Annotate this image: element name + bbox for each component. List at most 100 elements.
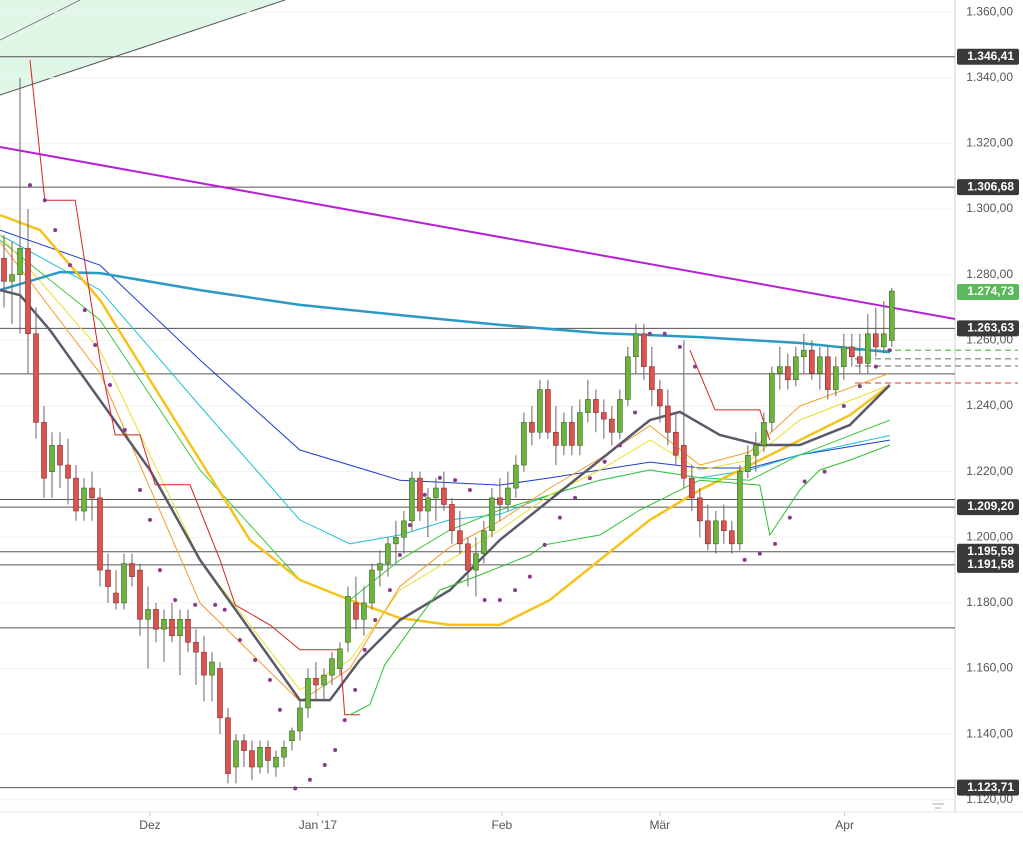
sar-dot (107, 382, 112, 387)
candle-body (785, 366, 791, 381)
candle-body (337, 648, 343, 669)
candle-body (649, 366, 655, 390)
sar-dot (467, 488, 472, 493)
candle-body (457, 530, 463, 545)
candle-body (609, 418, 615, 433)
sar-dot (362, 647, 367, 652)
candle-body (865, 333, 871, 364)
y-tick-label: 1.300,00 (966, 201, 1013, 215)
candle-body (225, 717, 231, 774)
sar-dot (122, 427, 127, 432)
candle-body (689, 477, 695, 499)
price-label-box (957, 179, 1019, 196)
candle-body (153, 609, 159, 630)
candle-body (513, 464, 519, 489)
sar-dot (27, 183, 32, 188)
y-tick-label: 1.280,00 (966, 267, 1013, 281)
price-label: 1.195,59 (967, 544, 1014, 558)
price-label: 1.306,68 (967, 179, 1014, 193)
candle-body (753, 445, 759, 456)
indicator-line (29, 60, 360, 716)
candle-body (561, 422, 567, 446)
candle-body (633, 333, 639, 358)
y-tick-label: 1.200,00 (966, 529, 1013, 543)
candle-body (793, 356, 799, 381)
candle-body (65, 464, 71, 479)
sar-dot (841, 403, 846, 408)
candle-body (273, 756, 279, 768)
sar-dot (802, 479, 807, 484)
price-label: 1.123,71 (967, 780, 1014, 794)
candle-body (209, 661, 215, 676)
candle-body (841, 346, 847, 367)
candle-body (849, 346, 855, 358)
sar-dot (437, 475, 442, 480)
candle-body (705, 520, 711, 545)
candle-body (321, 674, 327, 686)
candle-body (737, 471, 743, 545)
sar-dot (213, 602, 218, 607)
candle-body (745, 454, 751, 472)
candle-body (369, 569, 375, 604)
y-tick-label: 1.360,00 (966, 4, 1013, 18)
candle-body (393, 536, 399, 545)
sar-dot (322, 763, 327, 768)
sar-dot (633, 410, 638, 415)
candle-body (185, 619, 191, 643)
candle-body (857, 356, 863, 364)
menu-icon[interactable] (932, 799, 944, 809)
sar-dot (42, 198, 47, 203)
candle-body (569, 422, 575, 446)
indicator-line (689, 350, 771, 441)
candle-body (577, 412, 583, 446)
candle-body (353, 602, 359, 620)
channel-line (0, 0, 81, 41)
sar-dot (662, 331, 667, 336)
candle-body (505, 487, 511, 505)
candle-body (385, 543, 391, 564)
candle-body (297, 707, 303, 732)
sar-dot (887, 348, 892, 353)
candle-body (777, 366, 783, 374)
sar-dot (407, 523, 412, 528)
sar-dot (293, 786, 298, 791)
candle-body (233, 740, 239, 768)
candle-body (441, 487, 447, 505)
candle-body (329, 658, 335, 676)
price-label: 1.346,41 (967, 49, 1014, 63)
indicator-line (0, 241, 890, 703)
sar-dot (742, 557, 747, 562)
sar-dot (647, 331, 652, 336)
price-label-box (957, 48, 1019, 65)
candle-body (673, 431, 679, 456)
price-label: 1.263,63 (967, 321, 1014, 335)
candle-body (817, 356, 823, 374)
sar-dot (542, 542, 547, 547)
sar-dot (137, 488, 142, 493)
candle-body (73, 477, 79, 512)
sar-dot (53, 228, 58, 233)
indicator-line (0, 234, 890, 691)
y-tick-label: 1.220,00 (966, 464, 1013, 478)
candle-body (49, 445, 55, 472)
sar-dot (267, 678, 272, 683)
candle-body (129, 563, 135, 577)
candle-body (529, 422, 535, 433)
sar-dot (147, 517, 152, 522)
candle-body (97, 497, 103, 571)
price-label-box (957, 320, 1019, 337)
candle-body (473, 553, 479, 571)
sar-dot (397, 552, 402, 557)
candle-body (57, 445, 63, 466)
candle-body (825, 356, 831, 390)
candle-body (113, 592, 119, 604)
price-label-box (957, 284, 1019, 301)
candle-body (313, 678, 319, 686)
sar-dot (497, 597, 502, 602)
sar-dot (353, 687, 358, 692)
sar-dot (67, 263, 72, 268)
candle-body (713, 520, 719, 545)
sar-dot (602, 459, 607, 464)
candle-body (161, 619, 167, 630)
candle-body (617, 399, 623, 433)
